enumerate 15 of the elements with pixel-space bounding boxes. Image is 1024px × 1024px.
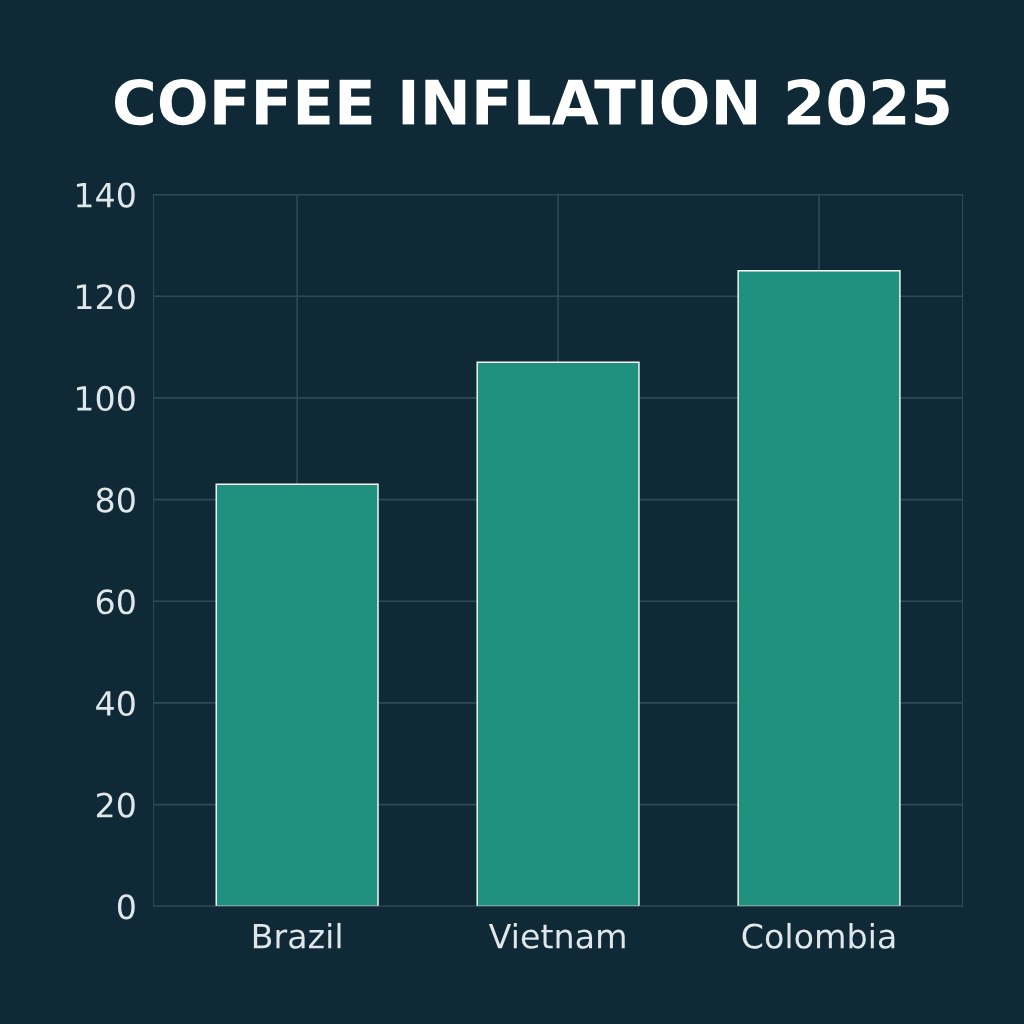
y-tick-label: 40 xyxy=(96,690,135,717)
y-tick-label: 0 xyxy=(117,894,135,920)
bar xyxy=(476,361,640,907)
x-tick-label: Brazil xyxy=(253,922,341,949)
y-tick-label: 140 xyxy=(76,182,135,208)
x-tick-label: Colombia xyxy=(742,922,895,949)
y-tick-label: 80 xyxy=(96,487,135,513)
bar xyxy=(737,270,901,907)
y-tick-label: 100 xyxy=(76,385,135,412)
x-tick-label: Vietnam xyxy=(488,922,625,949)
y-tick-label: 120 xyxy=(76,284,135,310)
chart-title: COFFEE INFLATION 2025 xyxy=(115,79,949,126)
y-tick-label: 20 xyxy=(96,792,135,818)
bar xyxy=(215,483,379,907)
y-tick-label: 60 xyxy=(96,589,135,615)
